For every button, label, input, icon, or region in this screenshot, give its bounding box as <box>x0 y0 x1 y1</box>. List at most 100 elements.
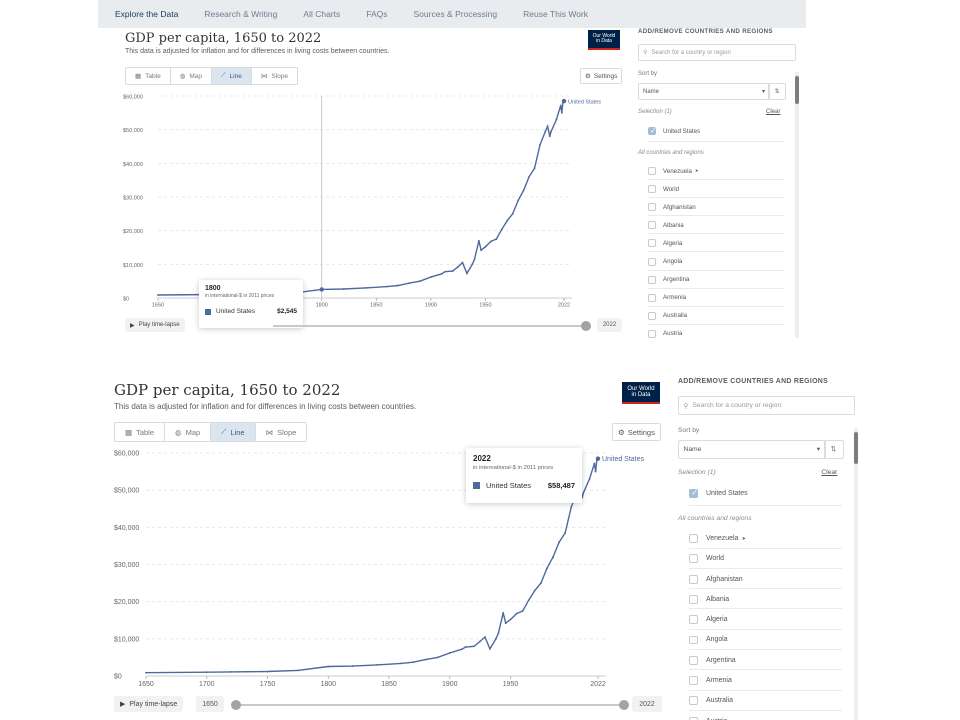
divider <box>648 215 784 217</box>
location-arrow-icon: ➤ <box>741 535 746 542</box>
tab-slope[interactable]: ⋈ Slope <box>252 68 297 84</box>
scrollbar-thumb[interactable] <box>795 76 799 104</box>
nav-item-all-charts[interactable]: All Charts <box>303 9 341 19</box>
gear-icon: ⚙ <box>585 73 591 80</box>
country-item[interactable]: Albania <box>648 221 684 230</box>
logo-line-2: in Data <box>631 392 651 398</box>
checkbox[interactable] <box>648 203 656 212</box>
checkbox[interactable] <box>689 676 699 686</box>
nav-item-explore-the-data[interactable]: Explore the Data <box>115 9 179 19</box>
country-item[interactable]: Argentina <box>648 275 690 284</box>
country-label: Albania <box>705 595 730 603</box>
play-timelapse-button[interactable]: ▶ Play time-lapse <box>114 696 184 712</box>
checkbox[interactable] <box>689 574 699 584</box>
sort-order-icon[interactable]: ⇅ <box>768 83 786 100</box>
country-item[interactable]: Armenia <box>689 676 732 686</box>
checkbox[interactable] <box>689 594 699 604</box>
timeline-end-handle[interactable] <box>581 321 591 331</box>
checkbox[interactable] <box>689 655 699 665</box>
checkbox[interactable] <box>689 534 699 544</box>
tab-line[interactable]: ⟋ Line <box>211 423 256 441</box>
checkbox[interactable] <box>689 696 699 706</box>
tooltip-year: 2022 <box>473 454 491 463</box>
tab-table[interactable]: ▦ Table <box>115 423 166 441</box>
country-item[interactable]: Algeria <box>689 615 728 625</box>
country-item[interactable]: Australia <box>648 311 687 320</box>
data-point <box>528 175 530 178</box>
sidebar-scrollbar[interactable] <box>795 72 799 338</box>
settings-button[interactable]: ⚙ Settings <box>612 423 661 441</box>
end-point-marker <box>595 456 601 461</box>
sidebar-scrollbar[interactable] <box>853 427 859 720</box>
timeline-track[interactable] <box>273 321 591 331</box>
checkbox[interactable] <box>648 239 656 248</box>
country-item[interactable]: Austria <box>648 329 682 338</box>
search-input[interactable]: ⚲ Search for a country or region <box>638 44 796 61</box>
nav-item-reuse-this-work[interactable]: Reuse This Work <box>523 9 589 19</box>
checkbox[interactable] <box>648 329 656 338</box>
checkbox[interactable] <box>689 615 699 625</box>
country-item[interactable]: Austria <box>689 716 728 720</box>
clear-selection-link[interactable]: Clear <box>821 469 838 477</box>
checkbox[interactable] <box>648 126 657 135</box>
scrollbar-thumb[interactable] <box>853 432 859 464</box>
gear-icon: ⚙ <box>618 427 625 437</box>
sort-select[interactable]: Name ▾ <box>678 440 826 459</box>
country-item[interactable]: Afghanistan <box>648 203 696 212</box>
country-item[interactable]: Argentina <box>689 655 736 665</box>
country-item[interactable]: Angola <box>689 635 728 645</box>
tab-slope[interactable]: ⋈ Slope <box>256 423 307 441</box>
tab-map[interactable]: ◍ Map <box>165 423 212 441</box>
checkbox[interactable] <box>689 554 699 564</box>
settings-button[interactable]: ⚙ Settings <box>580 68 623 84</box>
country-item[interactable]: Armenia <box>648 293 686 302</box>
data-point <box>157 294 159 296</box>
play-icon: ▶ <box>120 701 126 708</box>
checkbox[interactable] <box>648 257 656 266</box>
data-point <box>461 648 463 651</box>
logo-line-1: Our World <box>592 33 616 39</box>
country-label: Australia <box>705 697 733 705</box>
nav-item-faqs[interactable]: FAQs <box>366 9 388 19</box>
sort-order-icon[interactable]: ⇅ <box>823 440 844 459</box>
timeline: ▶ Play time-lapse <box>125 318 185 332</box>
tab-table[interactable]: ▦ Table <box>126 68 171 84</box>
x-tick-label: 1650 <box>138 681 154 688</box>
timeline-track[interactable] <box>231 700 629 710</box>
checkbox[interactable] <box>689 716 699 720</box>
nav-item-research-writing[interactable]: Research & Writing <box>204 9 278 19</box>
country-item[interactable]: Australia <box>689 696 733 706</box>
checkbox[interactable] <box>648 221 656 230</box>
country-item[interactable]: Afghanistan <box>689 574 743 584</box>
nav-item-sources-processing[interactable]: Sources & Processing <box>413 9 498 19</box>
sort-select[interactable]: Name ▾ <box>638 83 770 100</box>
clear-selection-link[interactable]: Clear <box>766 109 781 115</box>
search-input[interactable]: ⚲ Search for a country or region <box>678 396 855 416</box>
checkbox[interactable] <box>648 185 656 194</box>
country-item[interactable]: Angola <box>648 257 682 266</box>
checkbox[interactable] <box>689 635 699 645</box>
checkbox[interactable] <box>648 293 656 302</box>
timeline-start-handle[interactable] <box>231 700 241 710</box>
country-item[interactable]: Albania <box>689 594 730 604</box>
country-item[interactable]: World <box>648 185 679 194</box>
x-tick-label: 1700 <box>199 681 215 688</box>
checkbox[interactable] <box>648 275 656 284</box>
country-item[interactable]: Venezuela ➤ <box>689 534 746 544</box>
checkbox[interactable] <box>648 167 656 175</box>
country-item[interactable]: Venezuela ➤ <box>648 167 699 175</box>
play-timelapse-button[interactable]: ▶ Play time-lapse <box>125 318 185 332</box>
tab-line[interactable]: ⟋ Line <box>212 68 252 84</box>
country-item[interactable]: United States <box>648 126 700 135</box>
line-chart[interactable]: $0 $10,000 $20,000 $30,000 $40,000 $50,000 $60… <box>98 0 806 338</box>
checkbox[interactable] <box>648 311 656 320</box>
tab-label: Slope <box>271 72 289 80</box>
country-item[interactable]: World <box>689 554 724 564</box>
timeline-end-handle[interactable] <box>619 700 629 710</box>
checkbox[interactable] <box>689 488 699 499</box>
tab-map[interactable]: ◍ Map <box>171 68 213 84</box>
country-item[interactable]: United States <box>689 488 748 499</box>
divider <box>648 269 784 271</box>
divider <box>648 179 784 180</box>
country-item[interactable]: Algeria <box>648 239 682 248</box>
